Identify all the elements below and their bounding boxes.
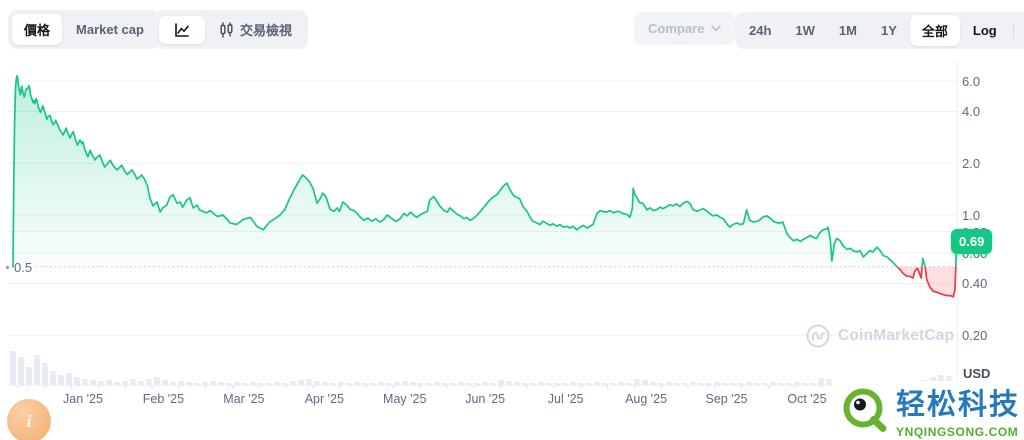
line-chart-view-button[interactable] (159, 15, 205, 44)
compare-button[interactable]: Compare (634, 12, 736, 45)
candlestick-icon (219, 21, 234, 38)
x-axis-tick-label: Oct '25 (787, 392, 827, 406)
current-price-badge: 0.69 (951, 229, 993, 254)
coinmarketcap-logo-icon (806, 324, 830, 348)
range-1m[interactable]: 1M (828, 17, 868, 44)
log-scale-button[interactable]: Log (962, 17, 1008, 44)
y-axis-tick-label: 0.20 (962, 328, 988, 344)
compare-label: Compare (648, 21, 705, 36)
baseline-price-label: 0.5 (14, 260, 33, 275)
x-axis-tick-label: Jul '25 (547, 392, 584, 406)
y-axis-tick-label: 1.0 (962, 208, 981, 223)
trading-view-label: 交易檢視 (240, 23, 293, 38)
range-1y[interactable]: 1Y (870, 17, 908, 44)
coinmarketcap-watermark-text: CoinMarketCap (838, 327, 955, 344)
coinmarketcap-watermark: CoinMarketCap (806, 324, 954, 348)
x-axis-tick-label: Jan '25 (63, 392, 103, 406)
x-axis-tick-label: Jun '25 (465, 392, 506, 406)
site-name: 轻松科技 (895, 389, 1020, 421)
x-axis-tick-label: Feb '25 (142, 392, 185, 406)
chevron-down-icon (711, 25, 722, 32)
coin-info-icon: i (7, 399, 51, 440)
line-chart-icon (174, 22, 190, 38)
range-1w[interactable]: 1W (784, 17, 826, 44)
x-axis-tick-label: Sep '25 (705, 392, 748, 406)
range-toggle: 24h 1W 1M 1Y 全部 Log (735, 12, 1024, 49)
range-all[interactable]: 全部 (909, 15, 960, 46)
chart-type-toggle: 交易檢視 (155, 10, 309, 49)
price-marketcap-toggle: 價格 Market cap (8, 10, 160, 49)
x-axis-tick-label: Aug '25 (625, 392, 668, 406)
y-axis-tick-label: 2.0 (962, 156, 981, 172)
y-axis-tick-label: 4.0 (962, 104, 981, 120)
x-axis-tick-label: Mar '25 (223, 392, 265, 406)
range-24h[interactable]: 24h (738, 17, 782, 44)
site-branding: 轻松科技 YNQINGSONG.COM (833, 381, 1020, 439)
toolbar-divider (1012, 22, 1014, 39)
y-axis-tick-label: 6.0 (962, 74, 981, 90)
tab-market-cap[interactable]: Market cap (64, 16, 156, 43)
series-start-dot (6, 266, 9, 269)
y-axis-tick-label: 0.40 (962, 276, 988, 292)
site-domain: YNQINGSONG.COM (895, 425, 1019, 439)
x-axis-tick-label: May '25 (383, 392, 427, 406)
tab-price[interactable]: 價格 (12, 14, 63, 45)
x-axis-tick-label: Apr '25 (304, 392, 344, 406)
site-logo-icon (840, 387, 890, 433)
y-axis-unit-label: USD (963, 366, 991, 381)
trading-view-button[interactable]: 交易檢視 (207, 14, 304, 45)
